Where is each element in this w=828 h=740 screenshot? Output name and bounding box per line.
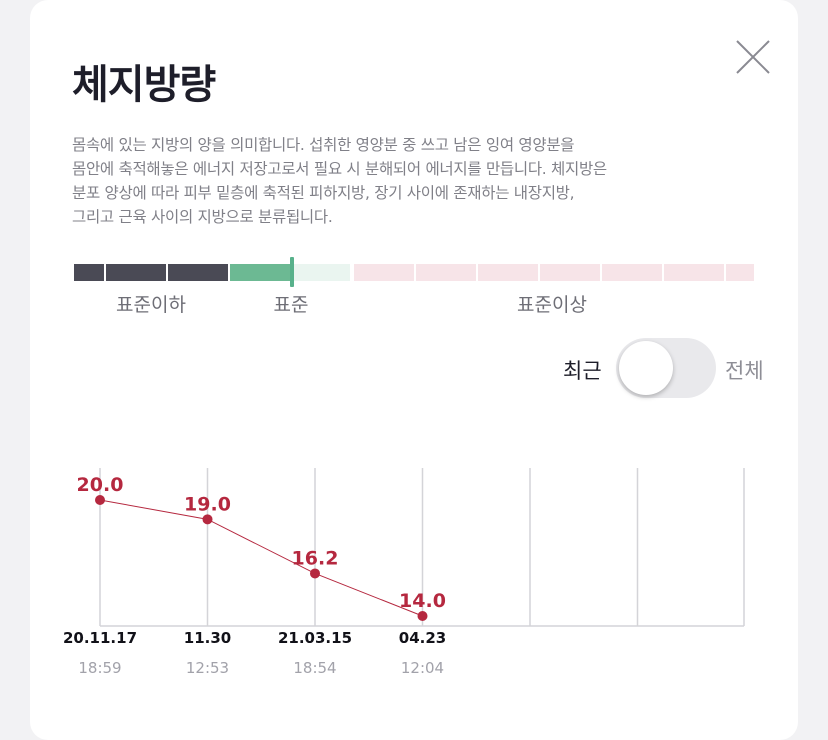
range-segment-above [478, 264, 538, 281]
close-button[interactable] [734, 38, 772, 76]
toggle-knob[interactable] [619, 341, 673, 395]
x-tick-time: 12:53 [186, 659, 229, 677]
description-line: 몸안에 축적해놓은 에너지 저장고로서 필요 시 분해되어 에너지를 만듭니다.… [72, 160, 607, 178]
x-tick-time: 18:59 [78, 659, 121, 677]
range-segment-above [540, 264, 600, 281]
x-tick-date: 04.23 [399, 629, 446, 647]
value-label: 19.0 [184, 493, 231, 515]
range-segment-standard [230, 264, 292, 281]
data-point [310, 568, 320, 579]
page-title: 체지방량 [72, 62, 216, 108]
x-tick-date: 21.03.15 [278, 629, 352, 647]
x-tick-date: 20.11.17 [63, 629, 137, 647]
range-segment-standard [292, 264, 350, 281]
description: 몸속에 있는 지방의 양을 의미합니다. 섭취한 영양분 중 쓰고 남은 잉여 … [72, 133, 752, 229]
current-value-marker [290, 257, 294, 287]
range-segment-above [416, 264, 476, 281]
toggle-label-all[interactable]: 전체 [725, 359, 764, 383]
value-label: 16.2 [292, 547, 339, 569]
range-segment-below [74, 264, 104, 281]
range-label-standard: 표준 [273, 294, 309, 316]
period-toggle[interactable] [616, 338, 716, 398]
range-segment-above [354, 264, 414, 281]
toggle-label-recent[interactable]: 최근 [563, 359, 602, 383]
description-line: 몸속에 있는 지방의 양을 의미합니다. 섭취한 영양분 중 쓰고 남은 잉여 … [72, 136, 575, 154]
series-line [99, 499, 423, 617]
x-tick-time: 12:04 [401, 659, 444, 677]
range-label-above: 표준이상 [517, 294, 587, 316]
range-bar [74, 264, 754, 281]
range-segment-above [726, 264, 754, 281]
description-line: 분포 양상에 따라 피부 밑층에 축적된 피하지방, 장기 사이에 존재하는 내… [72, 184, 575, 202]
data-point [202, 514, 213, 525]
range-label-below: 표준이하 [116, 294, 186, 316]
data-point [95, 495, 105, 505]
value-label: 14.0 [399, 590, 446, 612]
range-segment-below [106, 264, 166, 281]
close-icon [736, 40, 770, 74]
range-segment-above [664, 264, 724, 281]
value-label: 20.0 [77, 474, 124, 496]
history-chart: 20.0 20.11.17 18:59 19.0 11.30 12:53 16.2 21.03… [63, 468, 745, 677]
data-point [417, 611, 428, 621]
range-segment-above [602, 264, 662, 281]
description-line: 그리고 근육 사이의 지방으로 분류됩니다. [72, 208, 333, 226]
range-segment-below [168, 264, 228, 281]
x-tick-time: 18:54 [293, 659, 336, 677]
x-tick-date: 11.30 [184, 629, 231, 647]
